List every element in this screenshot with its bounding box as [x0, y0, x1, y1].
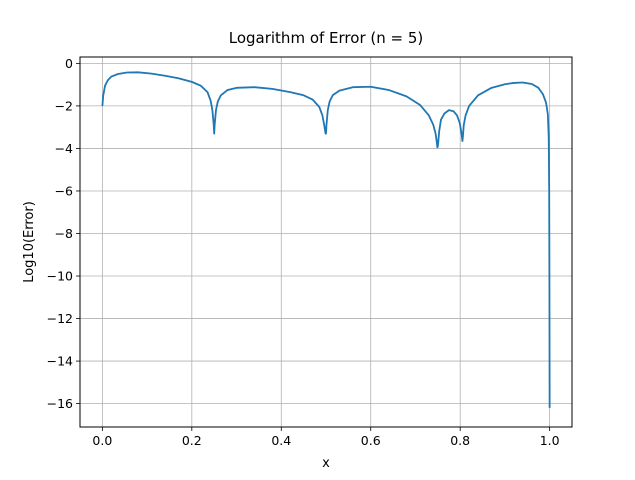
chart-title: Logarithm of Error (n = 5) — [229, 29, 424, 47]
y-tick-label: −16 — [47, 396, 73, 411]
y-tick-label: −10 — [47, 269, 73, 284]
y-tick-label: −6 — [55, 183, 73, 198]
y-tick-label: −4 — [55, 141, 73, 156]
y-tick-label: −12 — [47, 311, 73, 326]
plot-frame — [79, 56, 573, 428]
y-tick-label: −8 — [55, 226, 73, 241]
x-tick-label: 1.0 — [540, 433, 560, 448]
error-series-line — [101, 71, 551, 408]
x-tick-label: 0.6 — [361, 433, 381, 448]
y-tick-label: −2 — [55, 98, 73, 113]
x-tick-label: 0.0 — [92, 433, 112, 448]
line-layer — [101, 71, 551, 408]
x-tick-label: 0.8 — [450, 433, 470, 448]
x-axis-label: x — [322, 456, 330, 471]
x-tick-label: 0.2 — [182, 433, 202, 448]
grid — [80, 57, 572, 427]
y-axis-label: Log10(Error) — [22, 201, 37, 283]
x-tick-label: 0.4 — [271, 433, 291, 448]
y-tick-label: −14 — [47, 354, 73, 369]
ticks: 0.0 0.2 0.4 0.6 0.8 1.0 0 −2 −4 −6 −8 −10 −12 −14 −16 — [47, 56, 560, 448]
y-tick-label: 0 — [65, 56, 73, 71]
